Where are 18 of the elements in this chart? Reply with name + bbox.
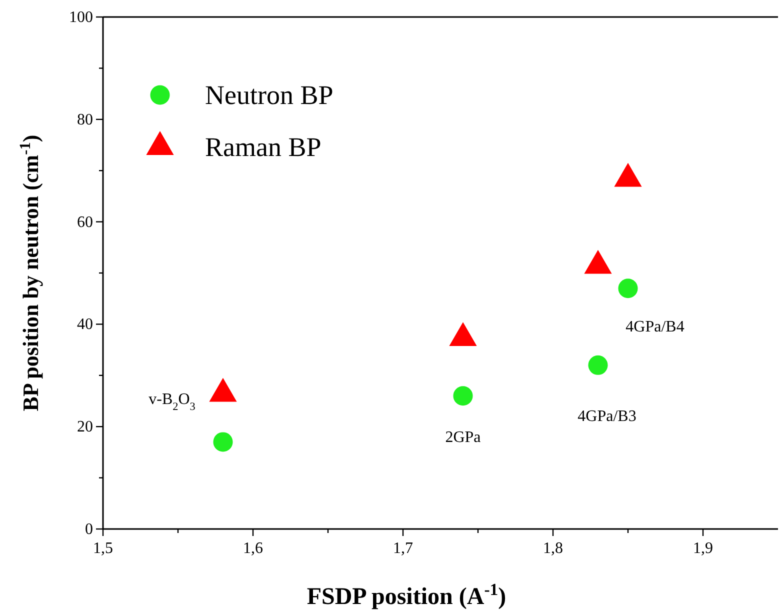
x-tick-label: 1,5 <box>93 540 113 557</box>
legend-label: Neutron BP <box>205 80 334 110</box>
y-tick-label: 60 <box>77 214 93 231</box>
annotation: 4GPa/B4 <box>626 318 684 336</box>
annotation: 2GPa <box>445 428 481 446</box>
y-tick-label: 80 <box>77 111 93 128</box>
y-tick-label: 100 <box>69 9 93 26</box>
x-axis-title: FSDP position (A$^{-1}$) <box>306 580 506 610</box>
x-tick-label: 1,6 <box>243 540 263 557</box>
x-tick-label: 1,9 <box>693 540 713 557</box>
annotation: 4GPa/B3 <box>578 408 636 426</box>
annotation: v-B$_{2}$O$_{3}$ <box>148 390 196 413</box>
y-tick-label: 40 <box>77 316 93 334</box>
x-tick-label: 1,7 <box>393 540 413 557</box>
legend-label: Raman BP <box>205 132 322 162</box>
y-tick-label: 20 <box>77 418 93 436</box>
y-tick-label: 0 <box>85 521 93 538</box>
x-tick-label: 1,8 <box>543 540 563 557</box>
